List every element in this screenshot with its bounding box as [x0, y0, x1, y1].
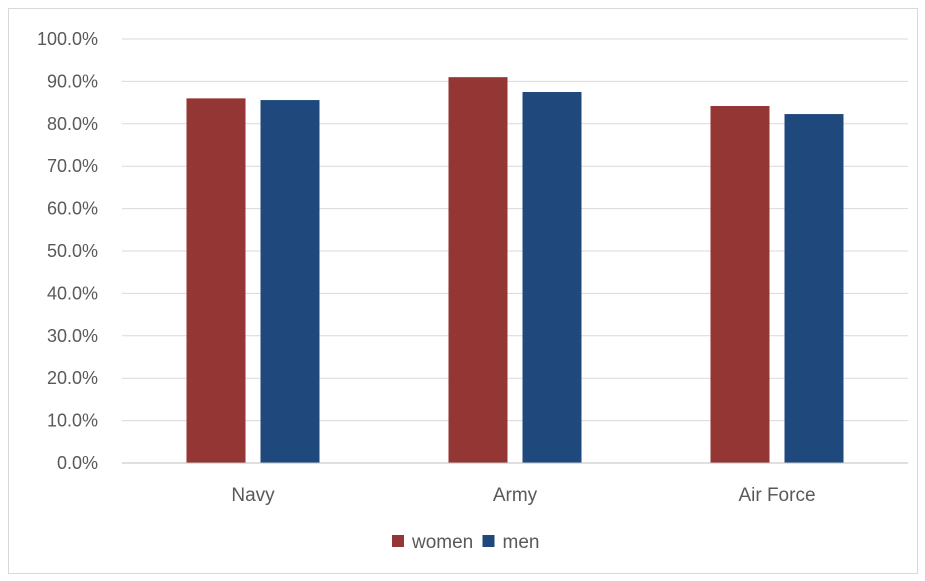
y-tick-label: 100.0% [37, 29, 98, 49]
gridlines [122, 38, 908, 422]
x-category-label: Air Force [738, 485, 815, 506]
y-tick-label: 70.0% [47, 156, 98, 176]
legend-swatch-men [482, 535, 495, 547]
bar-men-navy [260, 100, 320, 463]
x-category-label: Navy [231, 485, 275, 506]
y-tick-label: 40.0% [47, 283, 98, 303]
y-tick-label: 80.0% [47, 114, 98, 134]
bar-women-army [448, 77, 508, 463]
bar-men-army [522, 92, 582, 463]
bar-women-navy [186, 98, 246, 464]
y-tick-label: 0.0% [57, 453, 98, 473]
legend-label-women: women [411, 532, 473, 553]
bar-women-air-force [710, 105, 770, 463]
y-tick-label: 60.0% [47, 199, 98, 219]
y-tick-label: 10.0% [47, 411, 98, 431]
y-tick-label: 90.0% [47, 71, 98, 91]
legend-swatch-women [392, 535, 404, 547]
y-tick-label: 50.0% [47, 241, 98, 261]
bars [186, 77, 844, 464]
y-tick-label: 30.0% [47, 326, 98, 346]
legend: women men [392, 532, 539, 553]
bar-men-air-force [784, 114, 844, 463]
legend-label-men: men [503, 532, 540, 553]
x-axis-category-labels: Navy Army Air Force [231, 485, 815, 506]
y-tick-label: 20.0% [47, 368, 98, 388]
y-axis-tick-labels: 0.0% 10.0% 20.0% 30.0% 40.0% 50.0% 60.0% 70.0% 8… [37, 29, 98, 473]
x-category-label: Army [493, 485, 538, 506]
